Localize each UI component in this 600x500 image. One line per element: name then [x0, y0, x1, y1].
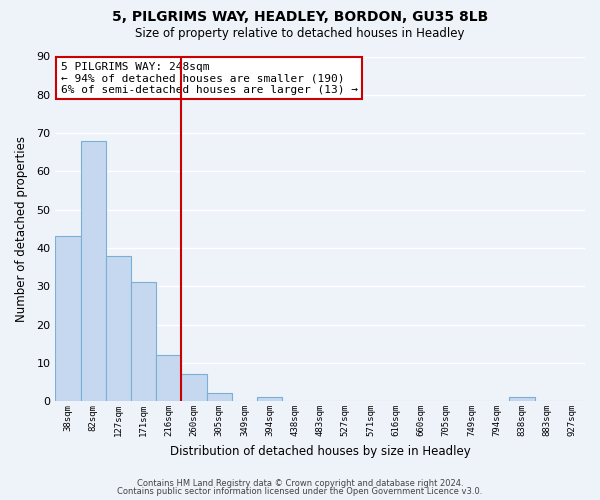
Bar [181, 374, 206, 401]
Bar [80, 140, 106, 401]
Bar [509, 398, 535, 401]
Bar [206, 394, 232, 401]
Text: 5 PILGRIMS WAY: 248sqm
← 94% of detached houses are smaller (190)
6% of semi-det: 5 PILGRIMS WAY: 248sqm ← 94% of detached… [61, 62, 358, 95]
Y-axis label: Number of detached properties: Number of detached properties [15, 136, 28, 322]
Text: 5, PILGRIMS WAY, HEADLEY, BORDON, GU35 8LB: 5, PILGRIMS WAY, HEADLEY, BORDON, GU35 8… [112, 10, 488, 24]
Bar [106, 256, 131, 401]
Bar [257, 398, 283, 401]
Bar [131, 282, 156, 401]
X-axis label: Distribution of detached houses by size in Headley: Distribution of detached houses by size … [170, 444, 470, 458]
Bar [156, 355, 181, 401]
Text: Contains HM Land Registry data © Crown copyright and database right 2024.: Contains HM Land Registry data © Crown c… [137, 478, 463, 488]
Text: Contains public sector information licensed under the Open Government Licence v3: Contains public sector information licen… [118, 487, 482, 496]
Text: Size of property relative to detached houses in Headley: Size of property relative to detached ho… [135, 28, 465, 40]
Bar [55, 236, 80, 401]
